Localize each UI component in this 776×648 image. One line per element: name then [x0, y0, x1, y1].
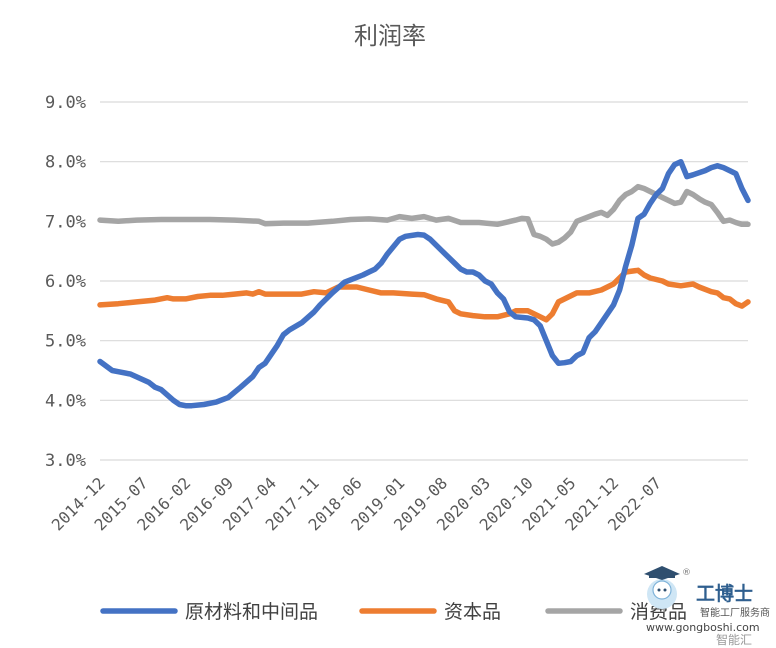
- legend-label: 资本品: [444, 601, 501, 623]
- mascot-logo-icon: [644, 566, 680, 609]
- y-tick-label: 4.0%: [45, 391, 86, 411]
- y-tick-label: 5.0%: [45, 332, 86, 352]
- watermark-url: www.gongboshi.com: [646, 621, 760, 634]
- watermark-brand: 工博士: [696, 582, 753, 605]
- series-line-0: [97, 158, 751, 409]
- legend: 原材料和中间品 资本品 消费品: [100, 601, 687, 623]
- y-tick-label: 3.0%: [45, 451, 86, 471]
- watermark-corner-text: 智能汇: [716, 632, 752, 647]
- y-tick-label: 9.0%: [45, 93, 86, 113]
- y-tick-label: 6.0%: [45, 272, 86, 292]
- series-line-2: [97, 183, 751, 247]
- series-layer: [97, 158, 751, 409]
- y-axis: 3.0% 4.0% 5.0% 6.0% 7.0% 8.0% 9.0%: [45, 93, 86, 471]
- legend-label: 消费品: [630, 601, 687, 623]
- watermark: ® 工博士 智能工厂服务商 www.gongboshi.com 智能汇: [644, 566, 770, 647]
- chart-title: 利润率: [354, 22, 426, 50]
- series-line-1: [97, 267, 751, 323]
- legend-label: 原材料和中间品: [185, 601, 318, 623]
- x-axis: 2014-122015-072016-022016-092017-042017-…: [48, 473, 665, 534]
- y-tick-label: 7.0%: [45, 212, 86, 232]
- watermark-registered-mark: ®: [682, 568, 691, 578]
- y-tick-label: 8.0%: [45, 153, 86, 173]
- watermark-slogan: 智能工厂服务商: [700, 606, 770, 619]
